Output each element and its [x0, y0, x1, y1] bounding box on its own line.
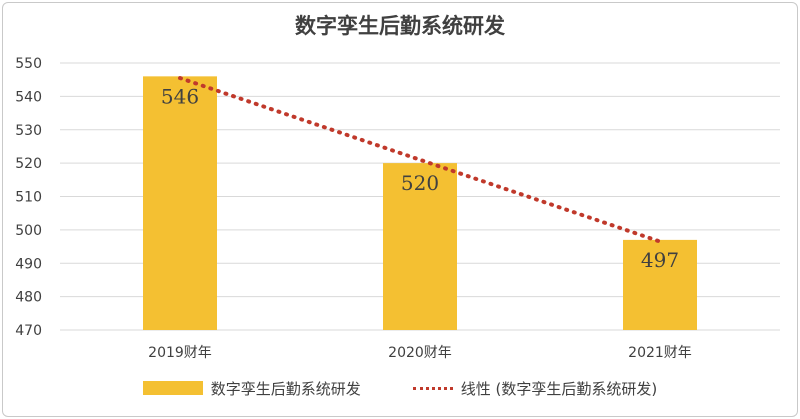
trendline-line: [178, 76, 662, 244]
legend-label-trendline: 线性 (数字孪生后勤系统研发): [460, 379, 658, 398]
bar: [623, 239, 697, 330]
legend-item-trendline[interactable]: 线性 (数字孪生后勤系统研发): [412, 378, 658, 399]
legend-item-series[interactable]: 数字孪生后勤系统研发: [142, 378, 361, 399]
y-tick-label: 530: [15, 123, 42, 139]
bar: [383, 163, 457, 330]
x-tick-label: 2020财年: [388, 345, 452, 361]
chart-title: 数字孪生后勤系统研发: [295, 14, 505, 38]
y-axis-ticks: 470 480 490 500 510 520 530 540 550: [15, 56, 42, 339]
x-tick-label: 2021财年: [628, 345, 692, 361]
y-tick-label: 470: [15, 323, 42, 339]
bars: [143, 76, 697, 330]
y-tick-label: 550: [15, 56, 42, 72]
data-label: 497: [641, 248, 679, 272]
y-tick-label: 520: [15, 156, 42, 172]
x-axis-ticks: 2019财年 2020财年 2021财年: [148, 345, 692, 361]
data-labels: 546 520 497: [161, 84, 679, 272]
y-tick-label: 490: [15, 256, 42, 272]
legend-swatch-trendline: [412, 386, 453, 390]
y-tick-label: 540: [15, 89, 42, 105]
y-tick-label: 510: [15, 190, 42, 206]
legend-swatch-bar: [142, 381, 203, 395]
legend-label-series: 数字孪生后勤系统研发: [210, 379, 361, 398]
data-label: 546: [161, 84, 199, 108]
x-tick-label: 2019财年: [148, 345, 212, 361]
legend: 数字孪生后勤系统研发 线性 (数字孪生后勤系统研发): [0, 376, 800, 400]
y-tick-label: 480: [15, 290, 42, 306]
data-label: 520: [401, 171, 439, 195]
trendline: [178, 76, 662, 244]
y-tick-label: 500: [15, 223, 42, 239]
bar: [143, 76, 217, 330]
